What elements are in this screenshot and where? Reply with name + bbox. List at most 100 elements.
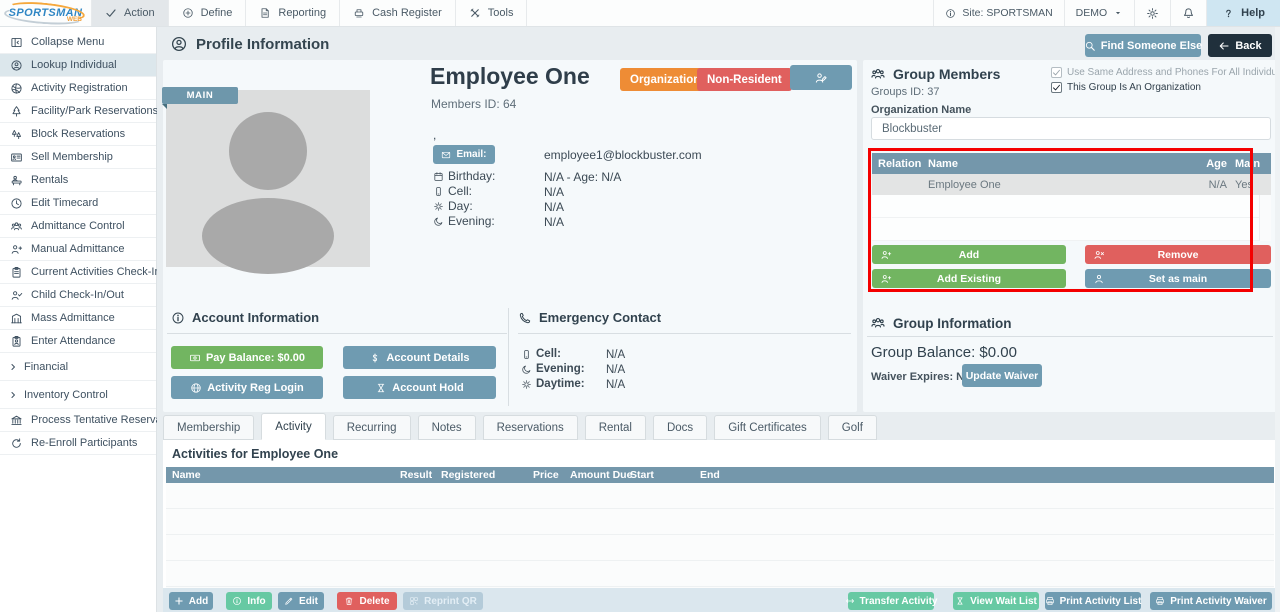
- is-organization-checkbox[interactable]: This Group Is An Organization: [1051, 82, 1201, 93]
- cell-row: Cell:: [433, 184, 472, 198]
- sidebar-item-facility-park-reservations[interactable]: Facility/Park Reservations: [0, 100, 158, 123]
- emergency-evening-value: N/A: [606, 364, 626, 376]
- site-indicator[interactable]: Site: SPORTSMAN: [933, 0, 1063, 26]
- sun-icon: [521, 379, 532, 390]
- sidebar-item-child-check-in-out[interactable]: Child Check-In/Out: [0, 284, 156, 307]
- sidebar-item-collapse-menu[interactable]: Collapse Menu: [0, 31, 156, 54]
- checkbox-checked-disabled: [1051, 67, 1062, 78]
- check-icon: [1052, 68, 1061, 77]
- sidebar-item-rentals[interactable]: Rentals: [0, 169, 156, 192]
- group-member-row[interactable]: Employee One N/A Yes: [872, 174, 1271, 195]
- print-activity-list-button[interactable]: Print Activity List: [1045, 592, 1141, 610]
- divider: [508, 308, 509, 406]
- clipboard-icon: [10, 266, 23, 279]
- avatar: [229, 112, 307, 190]
- add-activity-button[interactable]: Add: [169, 592, 213, 610]
- sidebar-item-process-tentative-reservations[interactable]: Process Tentative Reservations: [0, 409, 185, 432]
- sidebar-item-manual-admittance[interactable]: Manual Admittance: [0, 238, 156, 261]
- app-logo[interactable]: SPORTSMAN WEB: [0, 0, 92, 27]
- sidebar-group-financial[interactable]: Financial: [0, 353, 156, 381]
- view-wait-list-button[interactable]: View Wait List: [953, 592, 1039, 610]
- tab-golf[interactable]: Golf: [827, 415, 877, 440]
- dollar-icon: [369, 352, 381, 364]
- sidebar-item-label: Collapse Menu: [31, 36, 105, 48]
- email-button[interactable]: Email:: [433, 145, 495, 164]
- delete-button[interactable]: Delete: [337, 592, 397, 610]
- sun-icon: [433, 201, 444, 212]
- table-scrollbar[interactable]: [1259, 195, 1271, 241]
- set-as-main-button[interactable]: Set as main: [1085, 269, 1271, 288]
- menu-label: Define: [200, 7, 233, 19]
- back-button[interactable]: Back: [1208, 34, 1272, 57]
- sidebar-item-re-enroll-participants[interactable]: Re-Enroll Participants: [0, 432, 156, 455]
- sidebar-item-block-reservations[interactable]: Block Reservations: [0, 123, 156, 146]
- sidebar-item-label: Enter Attendance: [31, 335, 116, 347]
- menu-action[interactable]: Action: [92, 0, 169, 26]
- add-existing-button[interactable]: Add Existing: [872, 269, 1066, 288]
- hourglass-icon: [955, 596, 965, 606]
- reprint-qr-button[interactable]: Reprint QR: [403, 592, 483, 610]
- settings-button[interactable]: [1134, 0, 1170, 26]
- tab-reservations[interactable]: Reservations: [482, 415, 578, 440]
- sidebar-item-activity-registration[interactable]: Activity Registration: [0, 77, 156, 100]
- sidebar-item-admittance-control[interactable]: Admittance Control: [0, 215, 156, 238]
- tab-membership[interactable]: Membership: [163, 415, 255, 440]
- notifications-button[interactable]: [1170, 0, 1206, 26]
- qr-code-icon: [409, 596, 419, 606]
- tab-activity[interactable]: Activity: [261, 413, 326, 440]
- use-same-address-checkbox[interactable]: Use Same Address and Phones For All Indi…: [1051, 67, 1280, 78]
- find-someone-else-label: Find Someone Else: [1100, 39, 1203, 52]
- tab-label: Membership: [177, 421, 241, 434]
- window-scrollbar[interactable]: [1275, 27, 1280, 612]
- tab-recurring[interactable]: Recurring: [332, 415, 411, 440]
- tab-rental[interactable]: Rental: [584, 415, 646, 440]
- email-button-label: Email:: [456, 149, 487, 160]
- sidebar-item-lookup-individual[interactable]: Lookup Individual: [0, 54, 156, 77]
- pay-balance-button[interactable]: Pay Balance: $0.00: [171, 346, 323, 369]
- sidebar-item-current-activities-check-in[interactable]: Current Activities Check-In: [0, 261, 161, 284]
- info-circle-icon: [171, 311, 185, 325]
- refresh-icon: [10, 437, 23, 450]
- sidebar-item-label: Manual Admittance: [31, 243, 125, 255]
- update-waiver-button[interactable]: Update Waiver: [962, 364, 1042, 387]
- member-id: Members ID: 64: [431, 97, 517, 111]
- column-start: Start: [630, 469, 654, 481]
- tab-docs[interactable]: Docs: [652, 415, 708, 440]
- tab-gift-certificates[interactable]: Gift Certificates: [714, 415, 821, 440]
- tab-label: Rental: [598, 421, 632, 434]
- menu-tools[interactable]: Tools: [456, 0, 528, 26]
- birthday-row: Birthday:: [433, 169, 495, 183]
- column-age: Age: [1206, 157, 1227, 170]
- transfer-activity-button[interactable]: Transfer Activity: [848, 592, 938, 610]
- sidebar-item-label: Activity Registration: [31, 82, 128, 94]
- activity-reg-login-button[interactable]: Activity Reg Login: [171, 376, 323, 399]
- menu-reporting[interactable]: Reporting: [246, 0, 341, 26]
- info-button[interactable]: Info: [226, 592, 272, 610]
- find-someone-else-button[interactable]: Find Someone Else: [1085, 34, 1203, 57]
- print-activity-list-label: Print Activity List: [1059, 595, 1142, 607]
- avatar-body: [202, 198, 334, 274]
- sidebar-item-mass-admittance[interactable]: Mass Admittance: [0, 307, 156, 330]
- print-activity-waiver-button[interactable]: Print Activity Waiver: [1150, 592, 1272, 610]
- edit-profile-button[interactable]: [790, 65, 852, 90]
- remove-member-button[interactable]: Remove: [1085, 245, 1271, 264]
- menu-cash-register[interactable]: Cash Register: [340, 0, 456, 26]
- environment-dropdown[interactable]: DEMO: [1063, 0, 1135, 26]
- plus-circle-icon: [182, 7, 194, 19]
- help-button[interactable]: Help: [1206, 0, 1280, 26]
- day-row: Day:: [433, 199, 473, 213]
- menu-define[interactable]: Define: [169, 0, 247, 26]
- account-hold-button[interactable]: Account Hold: [343, 376, 496, 399]
- sidebar-group-inventory-control[interactable]: Inventory Control: [0, 381, 156, 409]
- edit-button[interactable]: Edit: [278, 592, 324, 610]
- sidebar-item-enter-attendance[interactable]: Enter Attendance: [0, 330, 156, 353]
- sidebar-item-sell-membership[interactable]: Sell Membership: [0, 146, 156, 169]
- phone-handset-icon: [518, 311, 532, 325]
- printer-icon: [1045, 596, 1055, 606]
- sidebar-item-edit-timecard[interactable]: Edit Timecard: [0, 192, 156, 215]
- profile-photo[interactable]: MAIN: [162, 87, 370, 274]
- account-details-button[interactable]: Account Details: [343, 346, 496, 369]
- add-member-button[interactable]: Add: [872, 245, 1066, 264]
- tab-notes[interactable]: Notes: [417, 415, 476, 440]
- organization-name-input[interactable]: [871, 117, 1271, 140]
